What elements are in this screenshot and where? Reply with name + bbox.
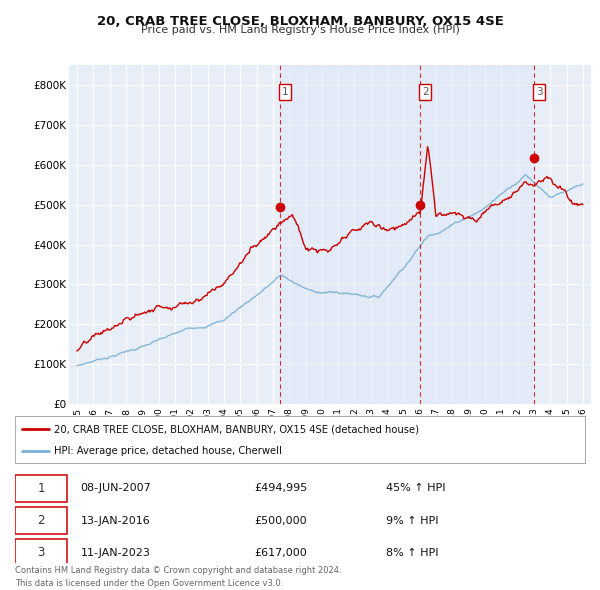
Text: £617,000: £617,000 [254,548,307,558]
Text: 45% ↑ HPI: 45% ↑ HPI [386,483,445,493]
Text: £494,995: £494,995 [254,483,308,493]
Text: 9% ↑ HPI: 9% ↑ HPI [386,516,438,526]
Text: 08-JUN-2007: 08-JUN-2007 [80,483,151,493]
Text: 3: 3 [536,87,542,97]
Text: 8% ↑ HPI: 8% ↑ HPI [386,548,438,558]
Text: 2: 2 [37,514,45,527]
Text: Contains HM Land Registry data © Crown copyright and database right 2024.
This d: Contains HM Land Registry data © Crown c… [15,566,341,588]
Text: Price paid vs. HM Land Registry's House Price Index (HPI): Price paid vs. HM Land Registry's House … [140,25,460,35]
Text: HPI: Average price, detached house, Cherwell: HPI: Average price, detached house, Cher… [54,447,281,456]
Bar [280,65,421,404]
Text: 3: 3 [38,546,45,559]
Text: 2: 2 [422,87,428,97]
FancyBboxPatch shape [15,539,67,566]
Text: 20, CRAB TREE CLOSE, BLOXHAM, BANBURY, OX15 4SE: 20, CRAB TREE CLOSE, BLOXHAM, BANBURY, O… [97,15,503,28]
Bar [421,65,535,404]
Text: 1: 1 [281,87,288,97]
Text: 20, CRAB TREE CLOSE, BLOXHAM, BANBURY, OX15 4SE (detached house): 20, CRAB TREE CLOSE, BLOXHAM, BANBURY, O… [54,424,419,434]
Text: 11-JAN-2023: 11-JAN-2023 [80,548,151,558]
Text: 1: 1 [37,482,45,495]
FancyBboxPatch shape [15,475,67,502]
Text: £500,000: £500,000 [254,516,307,526]
FancyBboxPatch shape [15,507,67,535]
Text: 13-JAN-2016: 13-JAN-2016 [80,516,151,526]
